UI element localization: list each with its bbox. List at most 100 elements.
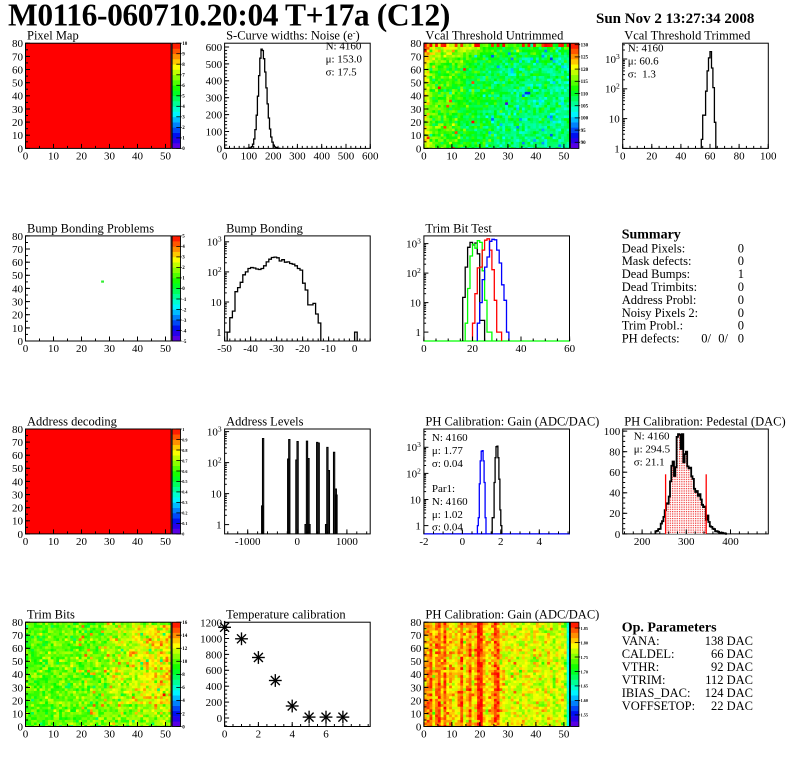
- svg-text:60: 60: [410, 64, 422, 76]
- svg-text:300: 300: [678, 536, 695, 548]
- svg-text:20: 20: [76, 343, 88, 355]
- svg-text:8: 8: [182, 63, 185, 68]
- svg-text:60: 60: [12, 64, 24, 76]
- svg-text:N: 4160: N: 4160: [628, 43, 664, 55]
- svg-text:σ: 0.04: σ: 0.04: [432, 522, 463, 534]
- svg-text:40: 40: [675, 151, 687, 163]
- svg-text:0/: 0/: [718, 332, 728, 346]
- svg-text:40: 40: [12, 91, 24, 103]
- svg-text:1: 1: [182, 427, 184, 432]
- svg-text:20: 20: [76, 151, 88, 163]
- svg-text:500: 500: [206, 59, 223, 71]
- svg-text:0: 0: [18, 529, 24, 541]
- svg-text:102: 102: [207, 456, 222, 470]
- svg-text:0: 0: [18, 143, 24, 155]
- svg-text:110: 110: [581, 92, 589, 97]
- svg-text:Summary: Summary: [622, 228, 681, 243]
- svg-text:10: 10: [446, 151, 458, 163]
- svg-text:1: 1: [216, 327, 222, 339]
- svg-text:-30: -30: [269, 343, 284, 355]
- svg-text:0: 0: [222, 151, 228, 163]
- svg-text:100: 100: [581, 117, 589, 122]
- svg-text:0/: 0/: [701, 332, 711, 346]
- svg-text:Vcal Threshold Untrimmed: Vcal Threshold Untrimmed: [425, 29, 564, 43]
- svg-text:N: 4160: N: 4160: [432, 496, 468, 508]
- svg-text:Mask defects:: Mask defects:: [622, 254, 692, 268]
- svg-text:30: 30: [104, 151, 116, 163]
- svg-text:70: 70: [410, 51, 422, 63]
- svg-text:60: 60: [564, 343, 576, 355]
- svg-text:30: 30: [104, 536, 116, 548]
- svg-text:600: 600: [362, 151, 379, 163]
- svg-text:0.8: 0.8: [182, 448, 187, 453]
- svg-text:40: 40: [132, 536, 144, 548]
- svg-text:9: 9: [182, 53, 185, 58]
- svg-text:0.7: 0.7: [182, 458, 187, 463]
- svg-text:10: 10: [211, 297, 223, 309]
- svg-text:σ: 1.3: σ: 1.3: [628, 68, 657, 80]
- svg-text:10: 10: [410, 494, 422, 506]
- svg-text:50: 50: [12, 270, 24, 282]
- svg-text:Vcal Threshold Trimmed: Vcal Threshold Trimmed: [624, 29, 751, 43]
- svg-text:0: 0: [23, 343, 29, 355]
- svg-text:Dead Pixels:: Dead Pixels:: [622, 241, 686, 255]
- svg-text:5: 5: [182, 95, 185, 100]
- svg-text:70: 70: [12, 437, 24, 449]
- svg-text:0: 0: [738, 293, 744, 307]
- svg-text:-2: -2: [182, 308, 187, 313]
- svg-text:0: 0: [738, 306, 744, 320]
- svg-text:103: 103: [406, 237, 421, 251]
- svg-text:600: 600: [206, 42, 223, 54]
- svg-text:10: 10: [410, 298, 422, 310]
- svg-text:100: 100: [206, 126, 223, 138]
- svg-text:0: 0: [416, 143, 422, 155]
- svg-text:N: 4160: N: 4160: [634, 431, 670, 443]
- svg-text:1000: 1000: [336, 536, 359, 548]
- svg-text:5: 5: [182, 235, 185, 240]
- svg-text:Trim Bit Test: Trim Bit Test: [425, 221, 492, 235]
- svg-text:40: 40: [12, 476, 24, 488]
- svg-text:-20: -20: [295, 343, 310, 355]
- svg-text:σ: 17.5: σ: 17.5: [326, 66, 357, 78]
- svg-text:200: 200: [206, 110, 223, 122]
- svg-text:50: 50: [160, 536, 172, 548]
- svg-text:50: 50: [410, 78, 422, 90]
- svg-text:Par1:: Par1:: [432, 483, 455, 495]
- svg-text:20: 20: [12, 503, 24, 515]
- svg-text:σ: 0.04: σ: 0.04: [432, 458, 463, 470]
- svg-text:4: 4: [182, 245, 185, 250]
- svg-text:-1: -1: [182, 298, 187, 303]
- svg-text:70: 70: [12, 244, 24, 256]
- svg-text:N: 4160: N: 4160: [326, 41, 362, 53]
- svg-text:10: 10: [48, 151, 60, 163]
- svg-text:1: 1: [614, 143, 620, 155]
- svg-text:0: 0: [421, 151, 427, 163]
- svg-text:120: 120: [581, 68, 589, 73]
- svg-text:0: 0: [182, 287, 185, 292]
- svg-text:80: 80: [12, 38, 24, 50]
- svg-text:115: 115: [581, 80, 589, 85]
- svg-text:-1000: -1000: [235, 536, 261, 548]
- svg-text:400: 400: [722, 536, 739, 548]
- svg-text:PH defects:: PH defects:: [622, 332, 680, 346]
- svg-text:Address decoding: Address decoding: [27, 414, 118, 428]
- svg-text:60: 60: [609, 467, 621, 479]
- svg-text:0.3: 0.3: [182, 500, 187, 505]
- svg-text:μ: 153.0: μ: 153.0: [326, 53, 363, 65]
- svg-text:10: 10: [12, 130, 24, 142]
- svg-text:0: 0: [460, 536, 466, 548]
- svg-text:300: 300: [289, 151, 306, 163]
- svg-text:103: 103: [605, 52, 620, 66]
- svg-text:7: 7: [182, 74, 185, 79]
- svg-text:130: 130: [581, 44, 589, 49]
- svg-text:0: 0: [738, 241, 744, 255]
- svg-text:0: 0: [738, 319, 744, 333]
- svg-text:Trim Probl.:: Trim Probl.:: [622, 319, 683, 333]
- svg-text:0: 0: [421, 343, 427, 355]
- svg-text:103: 103: [207, 425, 222, 439]
- svg-text:1: 1: [415, 327, 421, 339]
- svg-text:3: 3: [182, 116, 185, 121]
- svg-text:40: 40: [12, 283, 24, 295]
- svg-text:30: 30: [12, 490, 24, 502]
- svg-text:μ: 1.02: μ: 1.02: [432, 509, 463, 521]
